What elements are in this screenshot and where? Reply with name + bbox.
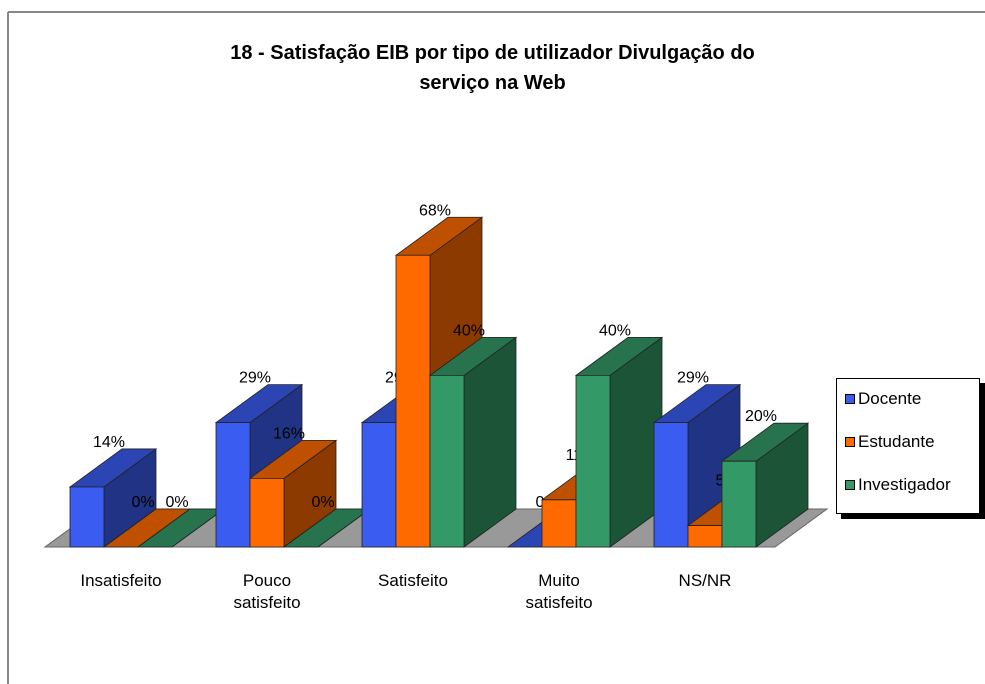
- bar: [248, 439, 338, 548]
- bar: [428, 336, 518, 548]
- bar-front: [721, 460, 757, 548]
- value-label: 0%: [165, 494, 188, 511]
- value-label: 0%: [131, 494, 154, 511]
- value-label: 40%: [599, 322, 631, 339]
- legend-swatch: [845, 480, 855, 490]
- x-tick-label: Muito satisfeito: [525, 571, 593, 612]
- bar-front: [249, 477, 285, 548]
- x-tick-label: NS/NR: [678, 571, 732, 590]
- bar-front: [653, 422, 689, 548]
- bar-front: [215, 422, 251, 548]
- bar-front: [687, 525, 723, 548]
- value-label: 40%: [453, 322, 485, 339]
- bar: [720, 422, 810, 548]
- value-label: 29%: [239, 370, 271, 387]
- value-label: 16%: [273, 425, 305, 442]
- chart-title: 18 - Satisfação EIB por tipo de utilizad…: [230, 42, 755, 64]
- legend-entry: Investigador: [845, 475, 951, 495]
- value-label: 68%: [419, 202, 451, 219]
- bar-front: [541, 499, 577, 548]
- bar-front: [395, 254, 431, 548]
- legend-entry: Estudante: [845, 432, 935, 452]
- legend-swatch: [845, 437, 855, 447]
- legend-label: Investigador: [858, 475, 951, 494]
- value-label: 0%: [311, 494, 334, 511]
- legend-swatch: [845, 394, 855, 404]
- legend-label: Docente: [858, 389, 922, 408]
- value-label: 20%: [745, 408, 777, 425]
- value-label: 29%: [677, 370, 709, 387]
- x-tick-label: Pouco satisfeito: [233, 571, 301, 612]
- bar-front: [69, 486, 105, 548]
- legend-entry: Docente: [845, 389, 921, 409]
- bar-front: [429, 374, 465, 548]
- legend: Docente Estudante Investigador: [836, 378, 980, 514]
- x-tick-label: Insatisfeito: [80, 571, 162, 590]
- chart-title: serviço na Web: [419, 72, 566, 94]
- legend-label: Estudante: [858, 432, 935, 451]
- bar-front: [361, 422, 397, 548]
- bar-front: [575, 374, 611, 548]
- value-label: 14%: [93, 434, 125, 451]
- bar: [574, 336, 664, 548]
- bar: [68, 448, 158, 548]
- x-tick-label: Satisfeito: [378, 571, 448, 590]
